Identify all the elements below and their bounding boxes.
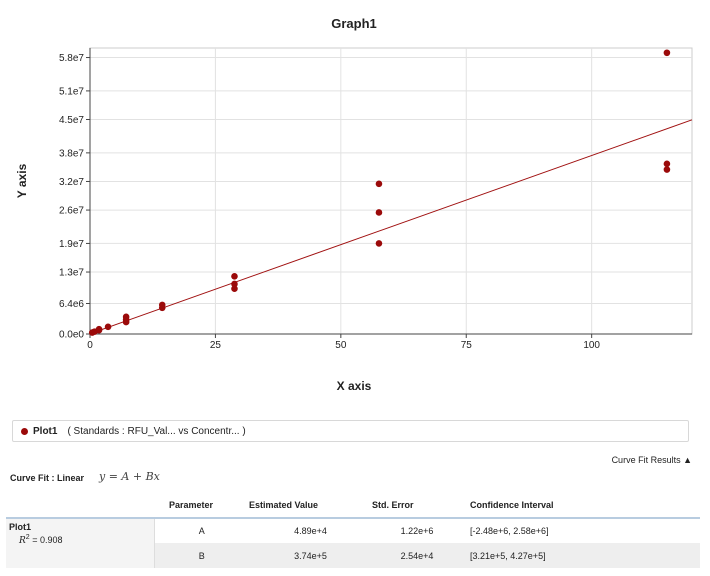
header-estimated-value: Estimated Value xyxy=(249,492,372,519)
y-tick-label: 4.5e7 xyxy=(59,115,84,126)
data-point xyxy=(663,166,671,173)
fit-line-layer xyxy=(89,119,693,335)
header-blank xyxy=(6,492,154,519)
plot-summary-cell: Plot1 R2 = 0.908 xyxy=(6,518,155,568)
table-row: B 3.74e+5 2.54e+4 [3.21e+5, 4.27e+5] xyxy=(6,543,700,568)
header-std-error: Std. Error xyxy=(372,492,462,519)
fit-line xyxy=(89,119,693,335)
header-parameter: Parameter xyxy=(154,492,249,519)
y-tick-label: 3.2e7 xyxy=(59,177,84,188)
confidence-interval-cell: [3.21e+5, 4.27e+5] xyxy=(462,543,700,568)
x-tick-label: 75 xyxy=(461,340,473,351)
y-tick-label: 0.0e0 xyxy=(59,330,84,341)
data-point xyxy=(122,313,130,321)
data-point xyxy=(663,49,671,57)
data-point xyxy=(104,323,112,331)
header-confidence-interval: Confidence Interval xyxy=(462,492,700,519)
y-tick-label: 5.1e7 xyxy=(59,86,84,97)
plot-summary-name: Plot1 xyxy=(9,522,32,532)
curve-fit-type-label: Curve Fit : Linear xyxy=(10,473,85,483)
data-point xyxy=(375,209,383,216)
data-point xyxy=(231,285,238,293)
data-point xyxy=(231,280,238,288)
data-point xyxy=(375,180,383,188)
y-tick-label: 5.8e7 xyxy=(59,53,84,64)
x-tick-label: 50 xyxy=(335,340,347,351)
curve-fit-results-toggle[interactable]: Curve Fit Results ▲ xyxy=(611,455,692,465)
x-tick-label: 100 xyxy=(583,340,600,351)
param-cell: A xyxy=(154,518,249,543)
estimated-value-cell: 4.89e+4 xyxy=(249,518,372,543)
y-tick-label: 1.9e7 xyxy=(59,239,84,250)
curve-fit-table: Parameter Estimated Value Std. Error Con… xyxy=(6,492,700,568)
x-tick-label: 25 xyxy=(210,340,222,351)
r-squared-symbol: R xyxy=(19,536,26,546)
table-row: Plot1 R2 = 0.908 A 4.89e+4 1.22e+6 [-2.4… xyxy=(6,518,700,568)
data-point xyxy=(158,301,166,309)
data-point xyxy=(663,160,671,168)
data-point xyxy=(95,325,103,333)
x-tick-label: 0 xyxy=(87,340,93,351)
r-squared-value: = 0.908 xyxy=(29,535,63,545)
confidence-interval-cell: [-2.48e+6, 2.58e+6] xyxy=(462,518,700,543)
r-squared: R2 = 0.908 xyxy=(19,534,154,546)
param-cell: B xyxy=(154,543,249,568)
data-points xyxy=(88,49,671,336)
table-header-row: Parameter Estimated Value Std. Error Con… xyxy=(6,492,700,519)
y-tick-label: 6.4e6 xyxy=(59,299,84,310)
x-axis-ticks: 0 25 50 75 100 xyxy=(87,334,600,351)
grid-lines xyxy=(90,48,692,334)
y-axis-label: Y axis xyxy=(15,163,29,198)
y-axis-ticks: 0.0e0 6.4e6 1.3e7 1.9e7 2.6e7 3.2e7 3.8e7 4.5e7… xyxy=(59,53,90,341)
legend-panel: Plot1 ( Standards : RFU_Val... vs Concen… xyxy=(12,420,689,442)
legend-marker-icon xyxy=(21,427,28,435)
std-error-cell: 1.22e+6 xyxy=(372,518,462,543)
r-squared-superscript: 2 xyxy=(25,534,30,541)
y-tick-label: 1.3e7 xyxy=(59,268,84,279)
estimated-value-cell: 3.74e+5 xyxy=(249,543,372,568)
legend-plot-name[interactable]: Plot1 xyxy=(33,425,58,437)
legend-description: ( Standards : RFU_Val... vs Concentr... … xyxy=(67,425,246,437)
curve-fit-formula: y = A + Bx xyxy=(99,470,160,483)
scatter-chart: Graph1 0.0e0 6.4e6 1.3e7 1.9e7 2.6e7 3.2e7 3.8… xyxy=(15,16,693,393)
data-point xyxy=(375,240,383,247)
y-tick-label: 2.6e7 xyxy=(59,206,84,217)
chart-title: Graph1 xyxy=(331,16,377,31)
y-tick-label: 3.8e7 xyxy=(59,148,84,159)
data-point xyxy=(231,273,238,280)
x-axis-label: X axis xyxy=(337,379,372,393)
std-error-cell: 2.54e+4 xyxy=(372,543,462,568)
